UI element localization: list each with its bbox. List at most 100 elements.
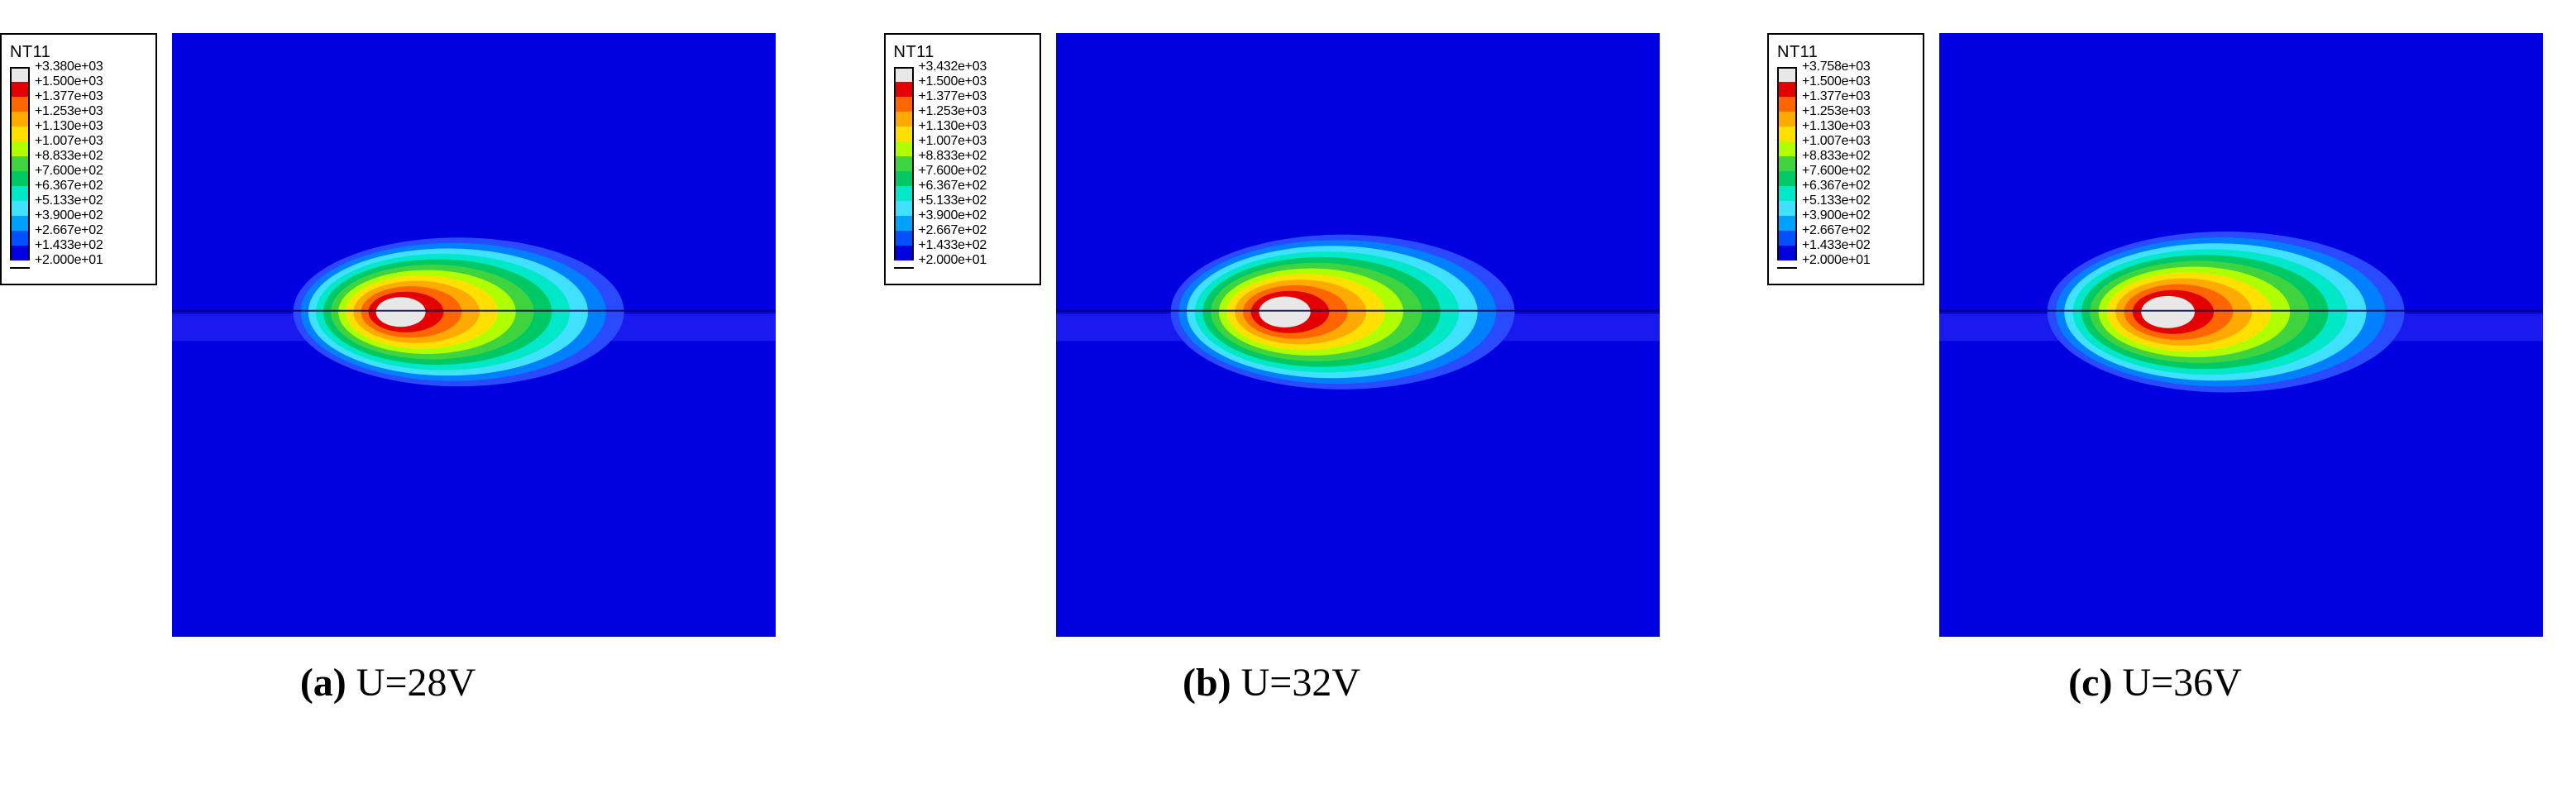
legend-label: +1.377e+03 xyxy=(35,89,103,104)
legend-swatch xyxy=(894,231,914,246)
legend-row: +2.000e+01 xyxy=(10,260,144,275)
legend-swatch xyxy=(1777,267,1797,269)
caption-a: (a) U=28V xyxy=(300,660,476,705)
legend-label: +8.833e+02 xyxy=(919,149,987,164)
caption-label: (b) xyxy=(1183,661,1231,705)
plot-a xyxy=(172,33,776,637)
legend-label: +1.377e+03 xyxy=(1802,89,1870,104)
legend-swatch xyxy=(10,201,30,216)
legend-swatch xyxy=(1777,127,1797,141)
caption-text: U=32V xyxy=(1241,661,1360,705)
legend-swatch xyxy=(894,112,914,127)
caption-b: (b) U=32V xyxy=(1183,660,1360,705)
legend-label: +1.130e+03 xyxy=(1802,119,1870,134)
legend-label: +5.133e+02 xyxy=(35,194,103,208)
panel-c: NT11 +3.758e+03+1.500e+03+1.377e+03+1.25… xyxy=(1767,33,2543,705)
legend-label: +2.000e+01 xyxy=(1802,253,1870,268)
legend-rows-c: +3.758e+03+1.500e+03+1.377e+03+1.253e+03… xyxy=(1777,67,1911,275)
legend-label: +1.007e+03 xyxy=(35,134,103,149)
legend-rows-b: +3.432e+03+1.500e+03+1.377e+03+1.253e+03… xyxy=(894,67,1028,275)
plot-b xyxy=(1056,33,1660,637)
legend-swatch xyxy=(1777,171,1797,186)
legend-swatch xyxy=(894,156,914,171)
legend-label: +1.253e+03 xyxy=(919,104,987,119)
legend-label: +8.833e+02 xyxy=(35,149,103,164)
legend-label: +3.432e+03 xyxy=(919,60,987,74)
legend-label: +1.500e+03 xyxy=(1802,74,1870,89)
legend-swatch xyxy=(894,141,914,156)
legend-label: +6.367e+02 xyxy=(1802,179,1870,194)
legend-rows-a: +3.380e+03+1.500e+03+1.377e+03+1.253e+03… xyxy=(10,67,144,275)
legend-label: +1.253e+03 xyxy=(35,104,103,119)
legend-label: +3.380e+03 xyxy=(35,60,103,74)
legend-label: +2.667e+02 xyxy=(1802,223,1870,238)
panel-c-inner: NT11 +3.758e+03+1.500e+03+1.377e+03+1.25… xyxy=(1767,33,2543,637)
legend-swatch xyxy=(10,267,30,269)
legend-swatch xyxy=(1777,231,1797,246)
legend-swatch xyxy=(894,127,914,141)
legend-label: +1.130e+03 xyxy=(35,119,103,134)
legend-swatch xyxy=(1777,97,1797,112)
legend-swatch xyxy=(10,246,30,260)
legend-swatch xyxy=(1777,201,1797,216)
panel-b: NT11 +3.432e+03+1.500e+03+1.377e+03+1.25… xyxy=(884,33,1660,705)
legend-label: +3.900e+02 xyxy=(1802,208,1870,223)
legend-label: +1.500e+03 xyxy=(35,74,103,89)
legend-label: +1.433e+02 xyxy=(919,238,987,253)
legend-swatch xyxy=(894,186,914,201)
legend-label: +3.758e+03 xyxy=(1802,60,1870,74)
panel-a-inner: NT11 +3.380e+03+1.500e+03+1.377e+03+1.25… xyxy=(0,33,776,637)
legend-swatch xyxy=(10,127,30,141)
legend-c: NT11 +3.758e+03+1.500e+03+1.377e+03+1.25… xyxy=(1767,33,1924,285)
legend-label: +5.133e+02 xyxy=(1802,194,1870,208)
legend-swatch xyxy=(1777,186,1797,201)
legend-label: +1.007e+03 xyxy=(1802,134,1870,149)
legend-swatch xyxy=(10,216,30,231)
legend-swatch xyxy=(10,186,30,201)
legend-label: +2.000e+01 xyxy=(35,253,103,268)
legend-swatch xyxy=(1777,216,1797,231)
caption-text: U=28V xyxy=(356,661,476,705)
legend-swatch xyxy=(10,141,30,156)
caption-c: (c) U=36V xyxy=(2068,660,2242,705)
legend-label: +1.253e+03 xyxy=(1802,104,1870,119)
legend-label: +3.900e+02 xyxy=(919,208,987,223)
legend-label: +1.130e+03 xyxy=(919,119,987,134)
plot-svg xyxy=(1939,33,2543,637)
legend-swatch xyxy=(1777,67,1797,82)
caption-label: (c) xyxy=(2068,661,2112,705)
legend-label: +6.367e+02 xyxy=(919,179,987,194)
legend-swatch xyxy=(894,201,914,216)
legend-swatch xyxy=(10,97,30,112)
legend-swatch xyxy=(894,246,914,260)
legend-swatch xyxy=(10,231,30,246)
legend-swatch xyxy=(1777,141,1797,156)
legend-label: +1.377e+03 xyxy=(919,89,987,104)
legend-label: +5.133e+02 xyxy=(919,194,987,208)
legend-label: +2.667e+02 xyxy=(919,223,987,238)
legend-swatch xyxy=(10,171,30,186)
legend-label: +2.000e+01 xyxy=(919,253,987,268)
legend-swatch xyxy=(10,67,30,82)
legend-swatch xyxy=(894,267,914,269)
legend-label: +7.600e+02 xyxy=(1802,164,1870,179)
plot-svg xyxy=(172,33,776,637)
panel-b-inner: NT11 +3.432e+03+1.500e+03+1.377e+03+1.25… xyxy=(884,33,1660,637)
legend-swatch xyxy=(894,97,914,112)
legend-a: NT11 +3.380e+03+1.500e+03+1.377e+03+1.25… xyxy=(0,33,157,285)
legend-swatch xyxy=(1777,112,1797,127)
legend-label: +1.433e+02 xyxy=(1802,238,1870,253)
figure-row: NT11 +3.380e+03+1.500e+03+1.377e+03+1.25… xyxy=(0,0,2576,705)
legend-row: +2.000e+01 xyxy=(894,260,1028,275)
panel-a: NT11 +3.380e+03+1.500e+03+1.377e+03+1.25… xyxy=(0,33,776,705)
plot-c xyxy=(1939,33,2543,637)
legend-label: +6.367e+02 xyxy=(35,179,103,194)
legend-swatch xyxy=(10,82,30,97)
legend-swatch xyxy=(894,216,914,231)
legend-label: +7.600e+02 xyxy=(35,164,103,179)
legend-swatch xyxy=(1777,246,1797,260)
legend-label: +1.007e+03 xyxy=(919,134,987,149)
legend-swatch xyxy=(10,156,30,171)
caption-text: U=36V xyxy=(2122,661,2241,705)
legend-swatch xyxy=(1777,82,1797,97)
